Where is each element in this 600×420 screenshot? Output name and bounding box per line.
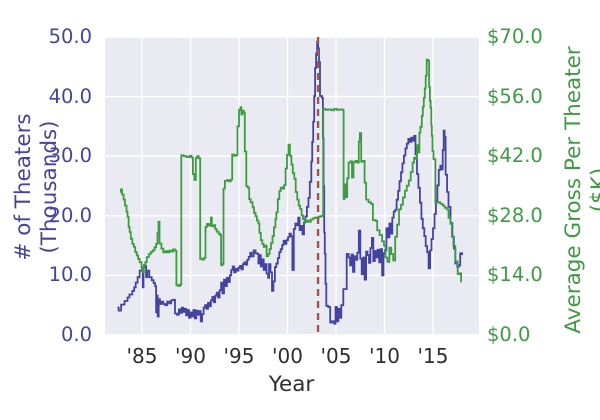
left-y-tick-label: 0.0 (60, 323, 92, 346)
theaters-series-line (117, 40, 463, 325)
left-y-tick-label: 40.0 (48, 84, 92, 108)
right-y-tick-label: $0.0 (487, 323, 531, 346)
x-tick-label: '00 (272, 344, 303, 368)
left-y-tick-label: 30.0 (48, 144, 92, 168)
left-y-tick-label: 20.0 (48, 203, 92, 227)
right-y-tick-label: $70.0 (487, 25, 543, 48)
right-y-tick-label: $28.0 (487, 203, 543, 227)
x-tick-label: '15 (417, 344, 449, 368)
x-tick-label: '85 (126, 344, 158, 368)
gross-series-line (120, 58, 462, 287)
right-axis-title: Average Gross Per Theater ($K) (561, 46, 600, 334)
plot-area (105, 37, 479, 335)
right-y-tick-label: $14.0 (487, 263, 543, 287)
x-tick-label: '10 (369, 344, 400, 368)
right-y-tick-label: $56.0 (487, 84, 543, 108)
x-tick-label: '90 (175, 344, 206, 368)
x-axis-title: Year (268, 372, 315, 397)
right-y-tick-label: $42.0 (487, 144, 543, 168)
left-y-tick-label: 10.0 (48, 263, 92, 287)
x-tick-label: '05 (320, 344, 352, 368)
left-y-tick-label: 50.0 (48, 25, 92, 48)
x-tick-label: '95 (223, 344, 255, 368)
